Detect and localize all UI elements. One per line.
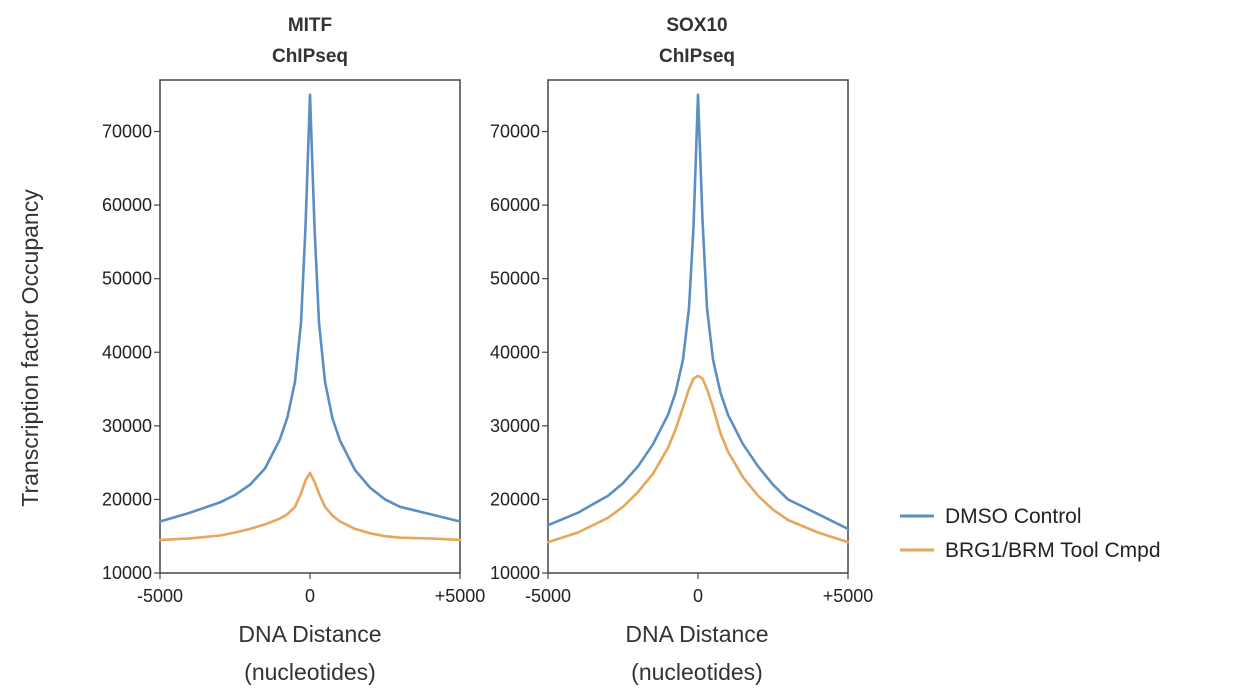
legend-label-tool-cmpd: BRG1/BRM Tool Cmpd	[945, 539, 1161, 562]
series-line-dmso-control	[158, 93, 462, 523]
x-axis: -5000 0 +5000	[137, 573, 485, 606]
y-tick-label: 60000	[102, 195, 152, 215]
y-tick-label: 30000	[490, 416, 540, 436]
y-tick-label: 10000	[490, 563, 540, 583]
x-tick-label: -5000	[525, 586, 571, 606]
x-tick-label: +5000	[435, 586, 486, 606]
y-tick-label: 20000	[490, 489, 540, 509]
chart-title: SOX10	[666, 15, 727, 36]
series-line-tool-cmpd	[158, 471, 462, 542]
x-axis-unit: (nucleotides)	[244, 659, 376, 685]
series-line-tool-cmpd	[546, 374, 850, 544]
chart-panel-sox10: SOX10 ChIPseq 10000 20000 30000 40000 50000 6…	[490, 15, 873, 685]
series-line-dmso-control	[546, 93, 850, 531]
y-tick-label: 20000	[102, 489, 152, 509]
y-tick-label: 60000	[490, 195, 540, 215]
series-lines	[546, 93, 850, 544]
plot-frame	[159, 79, 461, 574]
y-axis: 10000 20000 30000 40000 50000 60000 70000	[102, 122, 160, 583]
y-tick-label: 30000	[102, 416, 152, 436]
x-axis: -5000 0 +5000	[525, 573, 873, 606]
y-axis: 10000 20000 30000 40000 50000 60000 70000	[490, 122, 548, 583]
y-tick-label: 40000	[102, 342, 152, 362]
y-tick-label: 50000	[490, 269, 540, 289]
legend-label-dmso: DMSO Control	[945, 505, 1082, 528]
y-tick-label: 70000	[102, 122, 152, 142]
plot-frame	[547, 79, 849, 574]
chart-subtitle: ChIPseq	[272, 46, 348, 67]
chart-panel-mitf: MITF ChIPseq 10000 20000 30000 40000 50000 60…	[102, 15, 485, 685]
series-lines	[158, 93, 462, 542]
chart-subtitle: ChIPseq	[659, 46, 735, 67]
x-axis-label: DNA Distance	[625, 621, 768, 647]
y-tick-label: 50000	[102, 269, 152, 289]
x-tick-label: +5000	[823, 586, 874, 606]
chart-title: MITF	[288, 15, 332, 36]
x-axis-unit: (nucleotides)	[631, 659, 763, 685]
x-tick-label: 0	[305, 586, 315, 606]
y-tick-label: 10000	[102, 563, 152, 583]
y-axis-label: Transcription factor Occupancy	[17, 189, 43, 507]
x-axis-label: DNA Distance	[238, 621, 381, 647]
y-tick-label: 40000	[490, 342, 540, 362]
legend: DMSO Control BRG1/BRM Tool Cmpd	[900, 505, 1161, 562]
x-tick-label: 0	[693, 586, 703, 606]
x-tick-label: -5000	[137, 586, 183, 606]
y-tick-label: 70000	[490, 122, 540, 142]
